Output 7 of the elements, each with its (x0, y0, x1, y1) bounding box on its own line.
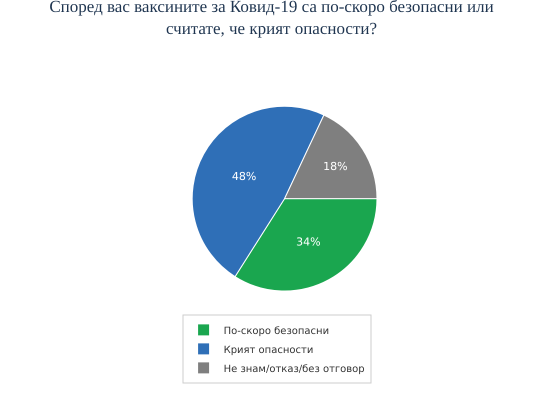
data-label: 48% (232, 170, 256, 183)
data-label: 18% (323, 160, 348, 173)
legend-label: По-скоро безопасни (224, 326, 330, 337)
legend-label: Не знам/отказ/без отговор (224, 364, 365, 375)
data-label: 34% (296, 235, 321, 248)
chart-title: Според вас ваксините за Ковид-19 са по-скоро безопасни или считате, че крият опасности? (49, 0, 494, 38)
legend-label: Крият опасности (224, 344, 314, 356)
